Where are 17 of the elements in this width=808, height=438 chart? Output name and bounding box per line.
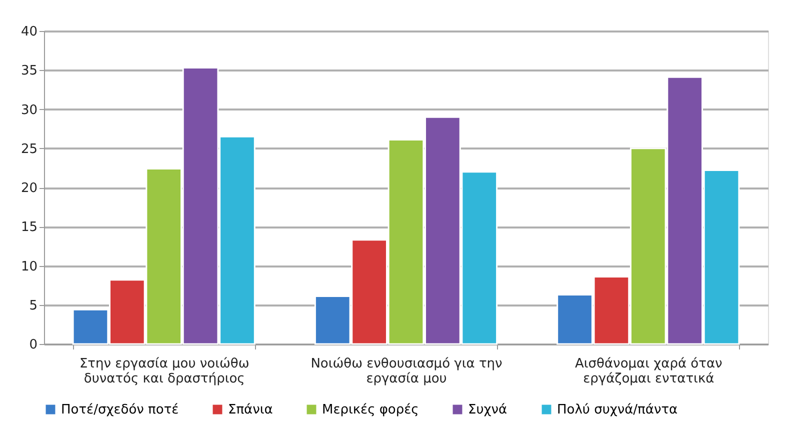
legend-label: Μερικές φορές bbox=[322, 402, 419, 418]
y-tick-label: 40 bbox=[20, 24, 38, 40]
y-tick-label: 15 bbox=[20, 220, 38, 236]
legend-label: Ποτέ/σχεδόν ποτέ bbox=[61, 402, 179, 418]
y-tick-label: 35 bbox=[20, 64, 38, 79]
x-tick-label: Αισθάνομαι χαρά όταν εργάζομαι εντατικά bbox=[574, 356, 722, 386]
y-tick-label: 30 bbox=[20, 102, 38, 118]
y-tick-label: 25 bbox=[20, 142, 38, 157]
y-tick-label: 20 bbox=[20, 181, 38, 196]
legend-label: Σπάνια bbox=[228, 402, 273, 418]
x-tick-label: Νοιώθω ενθουσιασμό για την εργασία μου bbox=[310, 356, 502, 386]
legend-label: Πολύ συχνά/πάντα bbox=[557, 402, 678, 418]
y-tick-label: 0 bbox=[29, 338, 38, 352]
x-tick-label: Στην εργασία μου νοιώθω δυνατός και δραστήριος bbox=[79, 356, 250, 386]
y-tick-label: 5 bbox=[29, 298, 38, 314]
legend-label: Συχνά bbox=[468, 402, 508, 418]
y-tick-label: 10 bbox=[20, 259, 38, 274]
